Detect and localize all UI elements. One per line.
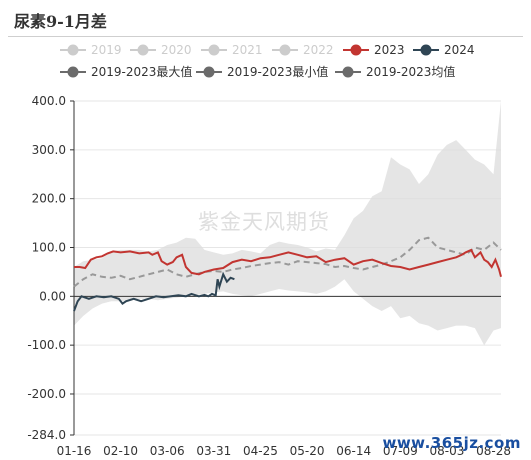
legend-item-2022[interactable]: 2022 (303, 43, 334, 57)
legend-item-2019-2023最大值[interactable]: 2019-2023最大值 (91, 64, 192, 79)
y-tick-label: -284.0 (27, 428, 66, 442)
legend-item-2019[interactable]: 2019 (91, 43, 122, 57)
legend-item-2021[interactable]: 2021 (232, 43, 263, 57)
y-tick-label: 200.0 (32, 192, 66, 206)
chart-title: 尿素9-1月差 (14, 12, 107, 31)
x-tick-label: 01-16 (57, 444, 92, 458)
legend-swatch-marker[interactable] (67, 66, 79, 78)
y-tick-label: 400.0 (32, 94, 66, 108)
y-tick-label: -100.0 (27, 338, 66, 352)
legend-item-2019-2023最小值[interactable]: 2019-2023最小值 (227, 64, 328, 79)
x-tick-label: 03-06 (150, 444, 185, 458)
x-tick-label: 04-25 (243, 444, 278, 458)
legend-swatch-marker[interactable] (279, 44, 291, 56)
series-mean-2019-2023 (73, 236, 502, 288)
legend-swatch-marker[interactable] (137, 44, 149, 56)
x-tick-label: 05-20 (290, 444, 325, 458)
y-tick-label: 100.0 (32, 240, 66, 254)
legend-swatch-marker[interactable] (208, 44, 220, 56)
legend-item-2023[interactable]: 2023 (374, 43, 405, 57)
y-tick-label: 300.0 (32, 143, 66, 157)
x-tick-label: 08-03 (429, 444, 464, 458)
legend-swatch-marker[interactable] (350, 44, 362, 56)
title-divider (8, 36, 523, 37)
legend-swatch-marker[interactable] (420, 44, 432, 56)
y-tick-label: -200.0 (27, 387, 66, 401)
y-tick-label: 0.00 (39, 289, 66, 303)
x-tick-label: 07-09 (383, 444, 418, 458)
x-tick-label: 06-14 (336, 444, 371, 458)
x-tick-label: 03-31 (196, 444, 231, 458)
legend-item-2019-2023均值[interactable]: 2019-2023均值 (366, 64, 455, 79)
watermark: 紫金天风期货 (198, 210, 330, 234)
x-tick-label: 02-10 (103, 444, 138, 458)
legend-swatch-marker[interactable] (67, 44, 79, 56)
series-2023 (74, 248, 502, 278)
legend-swatch-marker[interactable] (342, 66, 354, 78)
x-tick-label: 08-28 (476, 444, 511, 458)
legend-swatch-marker[interactable] (203, 66, 215, 78)
legend-item-2024[interactable]: 2024 (444, 43, 475, 57)
legend-item-2020[interactable]: 2020 (161, 43, 192, 57)
site-watermark: www.365jz.com (382, 434, 521, 452)
range-band-2019-2023 (74, 101, 501, 346)
series-2024 (73, 271, 235, 312)
